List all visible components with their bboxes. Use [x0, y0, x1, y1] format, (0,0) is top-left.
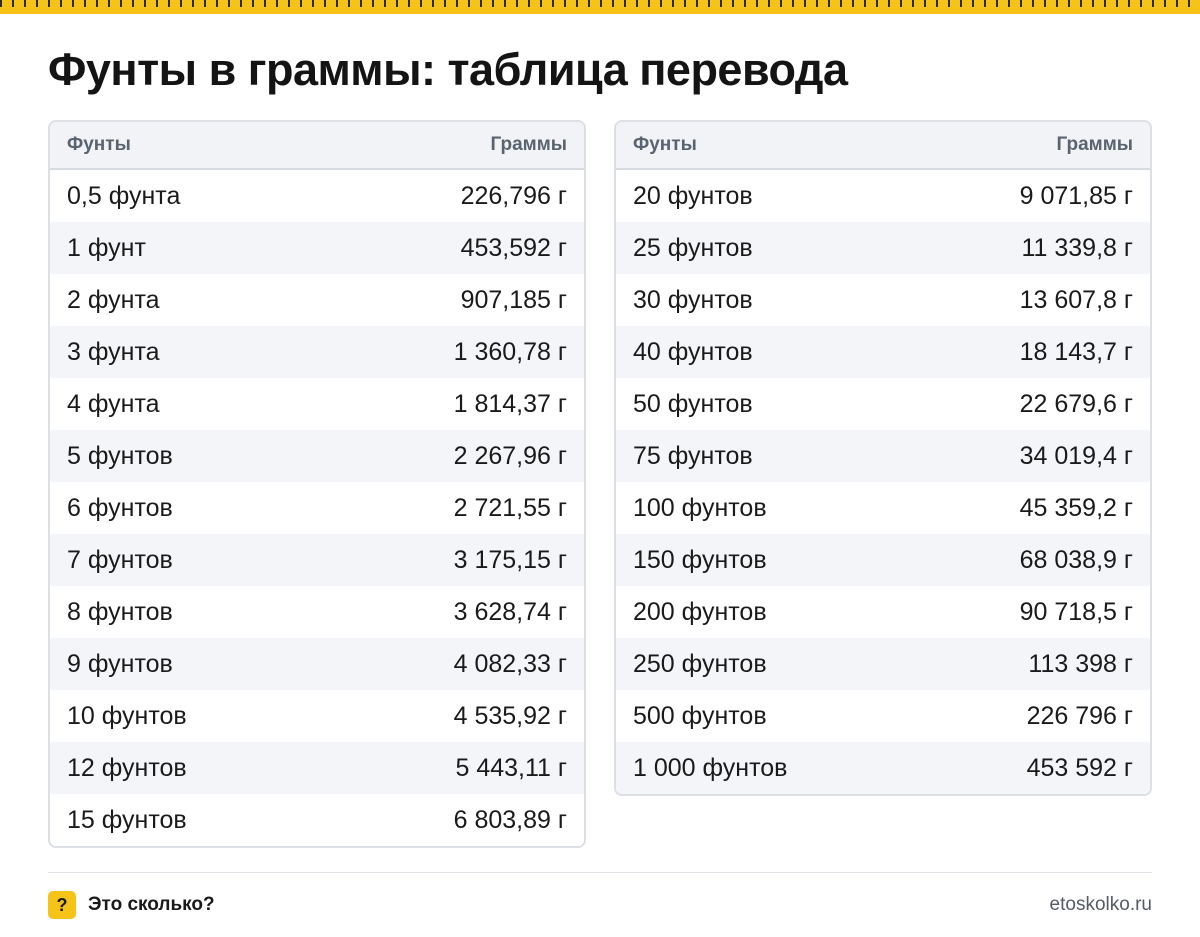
pounds-cell: 10 фунтов — [67, 701, 187, 730]
table-row: 250 фунтов 113 398 г — [616, 638, 1150, 690]
pounds-cell: 1 фунт — [67, 233, 146, 262]
grams-cell: 90 718,5 г — [1019, 597, 1133, 626]
ruler-ticks — [0, 0, 1200, 7]
pounds-cell: 1 000 фунтов — [633, 753, 788, 782]
pounds-cell: 250 фунтов — [633, 649, 767, 678]
pounds-cell: 75 фунтов — [633, 441, 753, 470]
table-row: 7 фунтов 3 175,15 г — [50, 534, 584, 586]
table-row: 20 фунтов 9 071,85 г — [616, 170, 1150, 222]
table-row: 25 фунтов 11 339,8 г — [616, 222, 1150, 274]
table-row: 0,5 фунта 226,796 г — [50, 170, 584, 222]
grams-cell: 22 679,6 г — [1019, 389, 1133, 418]
pounds-cell: 8 фунтов — [67, 597, 173, 626]
grams-cell: 9 071,85 г — [1019, 181, 1133, 210]
table-row: 6 фунтов 2 721,55 г — [50, 482, 584, 534]
table-row: 12 фунтов 5 443,11 г — [50, 742, 584, 794]
grams-cell: 226 796 г — [1026, 701, 1133, 730]
pounds-cell: 3 фунта — [67, 337, 160, 366]
table-row: 40 фунтов 18 143,7 г — [616, 326, 1150, 378]
grams-cell: 1 814,37 г — [453, 389, 567, 418]
pounds-cell: 30 фунтов — [633, 285, 753, 314]
grams-cell: 34 019,4 г — [1019, 441, 1133, 470]
table-body: 0,5 фунта 226,796 г 1 фунт 453,592 г 2 фун… — [50, 170, 584, 846]
logo-glyph: ? — [56, 894, 68, 915]
table-row: 500 фунтов 226 796 г — [616, 690, 1150, 742]
table-row: 3 фунта 1 360,78 г — [50, 326, 584, 378]
grams-cell: 18 143,7 г — [1019, 337, 1133, 366]
grams-cell: 4 082,33 г — [453, 649, 567, 678]
table-row: 75 фунтов 34 019,4 г — [616, 430, 1150, 482]
table-row: 1 000 фунтов 453 592 г — [616, 742, 1150, 794]
pounds-cell: 9 фунтов — [67, 649, 173, 678]
table-header: Фунты Граммы — [616, 122, 1150, 170]
pounds-cell: 0,5 фунта — [67, 181, 181, 210]
grams-cell: 4 535,92 г — [453, 701, 567, 730]
pounds-cell: 200 фунтов — [633, 597, 767, 626]
table-row: 9 фунтов 4 082,33 г — [50, 638, 584, 690]
table-row: 30 фунтов 13 607,8 г — [616, 274, 1150, 326]
pounds-cell: 25 фунтов — [633, 233, 753, 262]
brand-name: Это сколько? — [88, 894, 215, 915]
grams-cell: 13 607,8 г — [1019, 285, 1133, 314]
table-row: 10 фунтов 4 535,92 г — [50, 690, 584, 742]
table-header: Фунты Граммы — [50, 122, 584, 170]
pounds-cell: 6 фунтов — [67, 493, 173, 522]
header-pounds: Фунты — [67, 134, 131, 155]
pounds-cell: 20 фунтов — [633, 181, 753, 210]
conversion-table-right: Фунты Граммы 20 фунтов 9 071,85 г 25 фунт… — [614, 120, 1152, 796]
grams-cell: 3 628,74 г — [453, 597, 567, 626]
table-body: 20 фунтов 9 071,85 г 25 фунтов 11 339,8 г … — [616, 170, 1150, 794]
pounds-cell: 15 фунтов — [67, 805, 187, 834]
grams-cell: 2 721,55 г — [453, 493, 567, 522]
grams-cell: 68 038,9 г — [1019, 545, 1133, 574]
grams-cell: 3 175,15 г — [453, 545, 567, 574]
table-row: 150 фунтов 68 038,9 г — [616, 534, 1150, 586]
pounds-cell: 2 фунта — [67, 285, 160, 314]
pounds-cell: 5 фунтов — [67, 441, 173, 470]
table-row: 200 фунтов 90 718,5 г — [616, 586, 1150, 638]
table-row: 2 фунта 907,185 г — [50, 274, 584, 326]
grams-cell: 45 359,2 г — [1019, 493, 1133, 522]
pounds-cell: 12 фунтов — [67, 753, 187, 782]
pounds-cell: 50 фунтов — [633, 389, 753, 418]
header-grams: Граммы — [1056, 134, 1133, 155]
grams-cell: 2 267,96 г — [453, 441, 567, 470]
pounds-cell: 4 фунта — [67, 389, 160, 418]
grams-cell: 453,592 г — [460, 233, 567, 262]
table-row: 15 фунтов 6 803,89 г — [50, 794, 584, 846]
grams-cell: 226,796 г — [460, 181, 567, 210]
site-url: etoskolko.ru — [1049, 894, 1152, 915]
pounds-cell: 40 фунтов — [633, 337, 753, 366]
top-ruler-stripe — [0, 0, 1200, 14]
table-row: 4 фунта 1 814,37 г — [50, 378, 584, 430]
grams-cell: 453 592 г — [1026, 753, 1133, 782]
footer-divider — [48, 872, 1152, 873]
grams-cell: 11 339,8 г — [1021, 233, 1133, 262]
header-pounds: Фунты — [633, 134, 697, 155]
table-row: 8 фунтов 3 628,74 г — [50, 586, 584, 638]
pounds-cell: 500 фунтов — [633, 701, 767, 730]
pounds-cell: 7 фунтов — [67, 545, 173, 574]
pounds-cell: 150 фунтов — [633, 545, 767, 574]
grams-cell: 113 398 г — [1028, 649, 1133, 678]
grams-cell: 6 803,89 г — [453, 805, 567, 834]
page-title: Фунты в граммы: таблица перевода — [48, 44, 848, 95]
header-grams: Граммы — [490, 134, 567, 155]
grams-cell: 1 360,78 г — [453, 337, 567, 366]
table-row: 50 фунтов 22 679,6 г — [616, 378, 1150, 430]
conversion-table-left: Фунты Граммы 0,5 фунта 226,796 г 1 фунт 45… — [48, 120, 586, 848]
grams-cell: 907,185 г — [460, 285, 567, 314]
table-row: 100 фунтов 45 359,2 г — [616, 482, 1150, 534]
question-mark-logo-icon: ? — [48, 891, 76, 919]
grams-cell: 5 443,11 г — [455, 753, 567, 782]
pounds-cell: 100 фунтов — [633, 493, 767, 522]
table-row: 5 фунтов 2 267,96 г — [50, 430, 584, 482]
table-row: 1 фунт 453,592 г — [50, 222, 584, 274]
